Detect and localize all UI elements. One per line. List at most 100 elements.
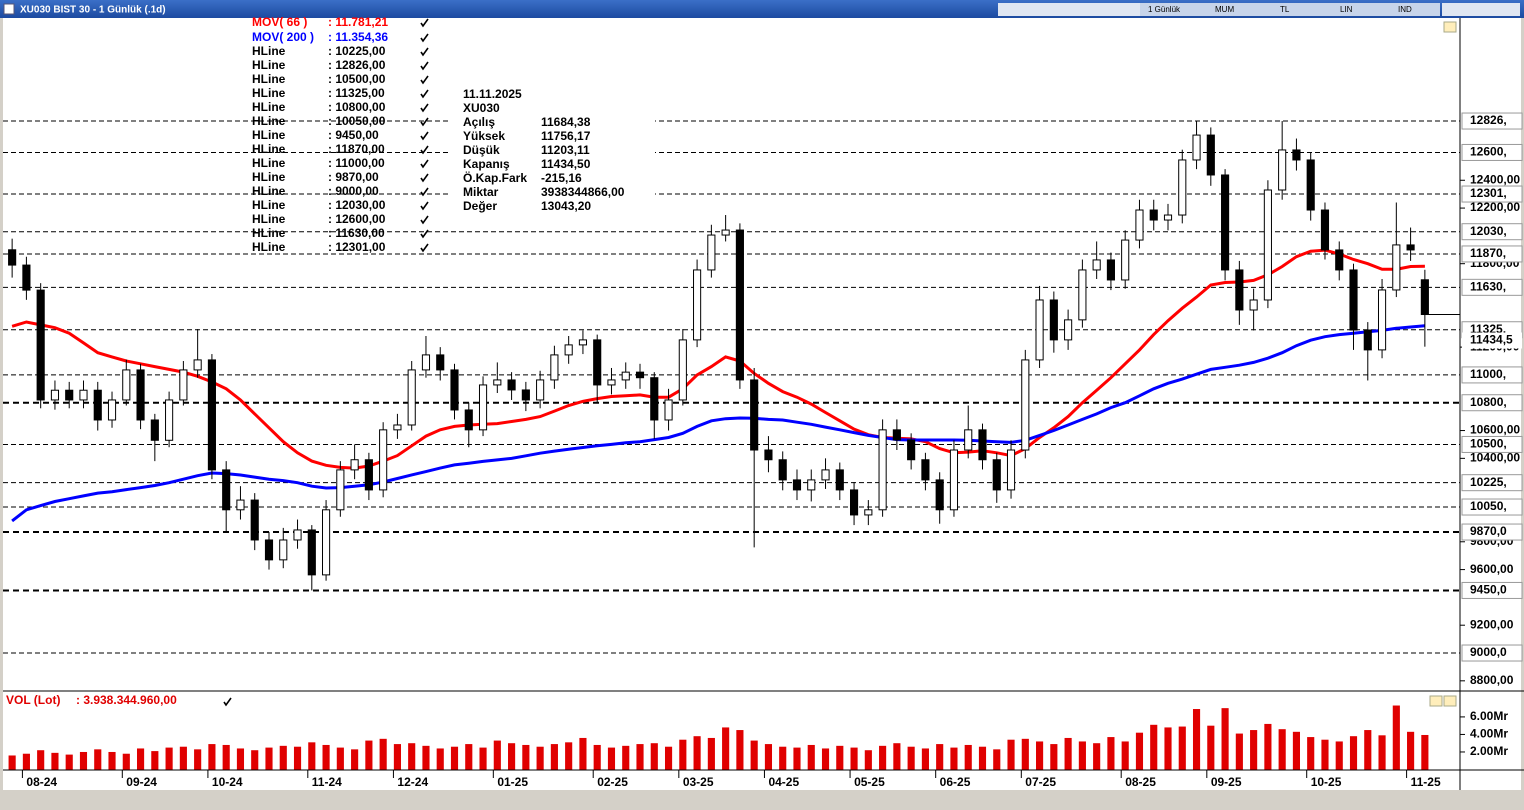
candle-body xyxy=(878,429,887,511)
hline-value: : 12030,00 xyxy=(328,198,386,212)
volume-bar xyxy=(750,740,758,770)
candle-body xyxy=(1192,134,1201,161)
candle-body xyxy=(721,229,730,236)
candle-body xyxy=(764,449,773,461)
volume-bar xyxy=(365,740,373,770)
y-tick-label: 9200,00 xyxy=(1470,617,1514,631)
hline-value: : 12301,00 xyxy=(328,240,386,254)
volume-bar xyxy=(879,745,887,770)
hline-axis-label: 12301, xyxy=(1470,186,1507,200)
window-buttons[interactable] xyxy=(1442,3,1520,16)
hline-label-box xyxy=(1461,185,1523,203)
hline-label-box xyxy=(1461,581,1523,599)
check-icon xyxy=(420,145,429,155)
volume-bar xyxy=(964,744,972,770)
candle-body xyxy=(1092,259,1101,271)
candle-body xyxy=(421,354,431,371)
info-value: 11684,38 xyxy=(541,115,591,129)
candle-body xyxy=(1106,259,1115,281)
toolbar-item[interactable]: LIN xyxy=(1340,5,1353,14)
candle-body xyxy=(1249,299,1258,311)
hline-label-box xyxy=(1461,474,1523,492)
panel-button[interactable] xyxy=(1443,695,1457,707)
hline-value: : 11870,00 xyxy=(328,142,385,156)
x-tick-label: 12-24 xyxy=(397,775,428,789)
candle-body xyxy=(593,339,602,386)
candle-body xyxy=(892,429,901,441)
volume-bar xyxy=(893,743,901,770)
candle-body xyxy=(1306,159,1315,211)
hline-name: HLine xyxy=(252,142,286,156)
volume-bar xyxy=(1007,739,1015,770)
ma-name: MOV( 66 ) xyxy=(252,15,307,29)
info-label: Ö.Kap.Fark xyxy=(463,170,527,185)
candle-body xyxy=(165,399,174,441)
volume-bar xyxy=(151,751,159,770)
toolbar-item[interactable]: 1 Günlük xyxy=(1148,5,1181,14)
volume-bar xyxy=(1107,737,1115,770)
volume-bar xyxy=(179,746,187,770)
candle-body xyxy=(1135,209,1144,241)
volume-bar xyxy=(1292,731,1301,770)
candle-body xyxy=(949,449,959,511)
hline-value: : 10500,00 xyxy=(328,72,386,86)
volume-bar xyxy=(37,750,45,770)
candle-body xyxy=(107,399,117,421)
panel-button[interactable] xyxy=(1443,21,1457,33)
candle-body xyxy=(1263,189,1272,301)
volume-bar xyxy=(22,753,30,770)
volume-bar xyxy=(950,747,958,770)
toolbar-item[interactable]: IND xyxy=(1398,5,1412,14)
hline-axis-label: 10225, xyxy=(1470,475,1507,489)
candle-body xyxy=(393,424,402,431)
candle-body xyxy=(650,377,659,421)
hline-name: HLine xyxy=(252,114,286,128)
toolbar-icons[interactable] xyxy=(998,3,1140,16)
check-icon xyxy=(223,697,232,707)
volume-bar xyxy=(308,742,316,770)
hline-label-box xyxy=(1461,523,1523,541)
panel-button[interactable] xyxy=(1429,695,1443,707)
volume-bar xyxy=(1064,737,1072,770)
volume-bar xyxy=(508,743,516,770)
info-label: Miktar xyxy=(463,185,499,199)
candle-body xyxy=(792,479,802,491)
volume-bar xyxy=(864,750,872,770)
volume-bar xyxy=(493,740,501,770)
volume-bar xyxy=(194,749,202,770)
toolbar-item[interactable]: MUM xyxy=(1215,5,1234,14)
volume-bar xyxy=(993,749,1001,770)
volume-bar xyxy=(436,748,444,770)
candle-body xyxy=(307,529,316,576)
hline-axis-label: 11325, xyxy=(1470,322,1506,336)
toolbar-item[interactable]: TL xyxy=(1280,5,1290,14)
volume-bar xyxy=(1392,705,1400,770)
y-tick-label: 12200,00 xyxy=(1470,200,1520,214)
hline-axis-label: 11630, xyxy=(1470,280,1506,294)
volume-bar xyxy=(8,755,16,770)
window-title: XU030 BIST 30 - 1 Günlük (.1d) xyxy=(20,5,166,16)
volume-bar xyxy=(836,745,844,770)
candle-body xyxy=(207,359,216,471)
candle-body xyxy=(322,509,331,576)
candle-body xyxy=(521,389,530,401)
ma-value: : 11.781,21 xyxy=(328,15,388,29)
candle-body xyxy=(978,429,987,461)
info-value: 13043,20 xyxy=(541,199,591,213)
hline-value: : 9870,00 xyxy=(328,170,379,184)
moving-average xyxy=(11,248,1425,470)
hline-label-box xyxy=(1461,278,1523,296)
info-value: -215,16 xyxy=(541,171,582,185)
volume-bar xyxy=(479,747,487,770)
volume-bar xyxy=(736,730,744,770)
candle-body xyxy=(93,389,102,421)
x-tick-label: 10-24 xyxy=(212,775,243,789)
close-icon[interactable] xyxy=(3,3,15,15)
hline-axis-label: 11000, xyxy=(1470,367,1506,381)
volume-bar xyxy=(1407,731,1415,770)
hline-axis-label: 12030, xyxy=(1470,224,1507,238)
hline-axis-label: 10800, xyxy=(1470,395,1507,409)
x-tick-label: 08-24 xyxy=(26,775,57,789)
candle-body xyxy=(1021,359,1030,451)
volume-tick-label: 6.00Mr xyxy=(1470,709,1508,723)
